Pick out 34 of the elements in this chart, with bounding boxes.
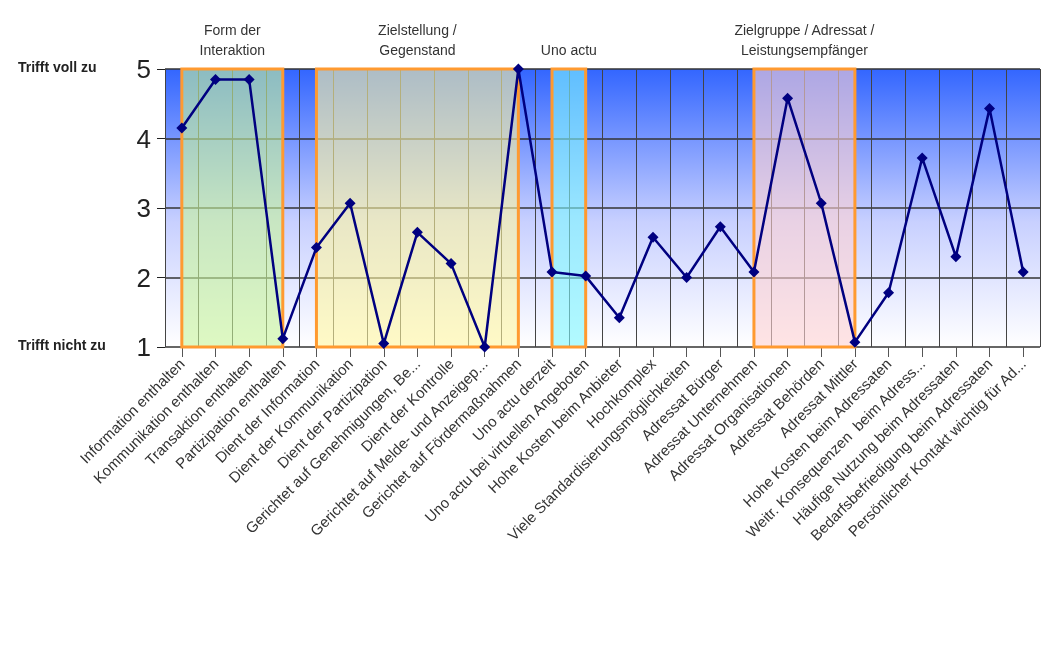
point: [580, 270, 592, 282]
point: [647, 231, 659, 243]
band-label: Zielgruppe / Adressat / Leistungsempfänger: [734, 21, 875, 58]
text: Trifft nicht zu: [18, 337, 106, 353]
y-tick-label: 3: [136, 193, 151, 223]
y-tick-label: 4: [136, 123, 151, 154]
y-tick-label: 5: [136, 54, 151, 84]
point: [849, 336, 861, 348]
point: [310, 242, 322, 254]
point: [681, 272, 693, 283]
point: [378, 338, 390, 350]
point: [714, 221, 726, 233]
text: Trifft voll zu: [18, 59, 97, 75]
point: [883, 287, 895, 299]
point: [916, 152, 928, 164]
point: [950, 251, 962, 263]
point: [815, 197, 827, 209]
point: [445, 258, 457, 270]
point: [176, 122, 188, 134]
point: [546, 266, 558, 278]
point: [613, 312, 625, 324]
band-label: Zielstellung / Gegenstand: [378, 21, 457, 58]
point: [782, 92, 794, 104]
point: [344, 197, 356, 209]
band-label: Uno actu: [540, 41, 597, 58]
y-tick-label: 1: [136, 332, 151, 362]
point: [411, 226, 423, 238]
point: [1017, 266, 1029, 278]
point: [748, 266, 760, 278]
point: [479, 341, 491, 353]
point: [243, 73, 255, 85]
y-tick-label: 2: [136, 262, 151, 293]
band-label: Form der Interaktion: [199, 21, 265, 58]
point: [209, 73, 221, 85]
